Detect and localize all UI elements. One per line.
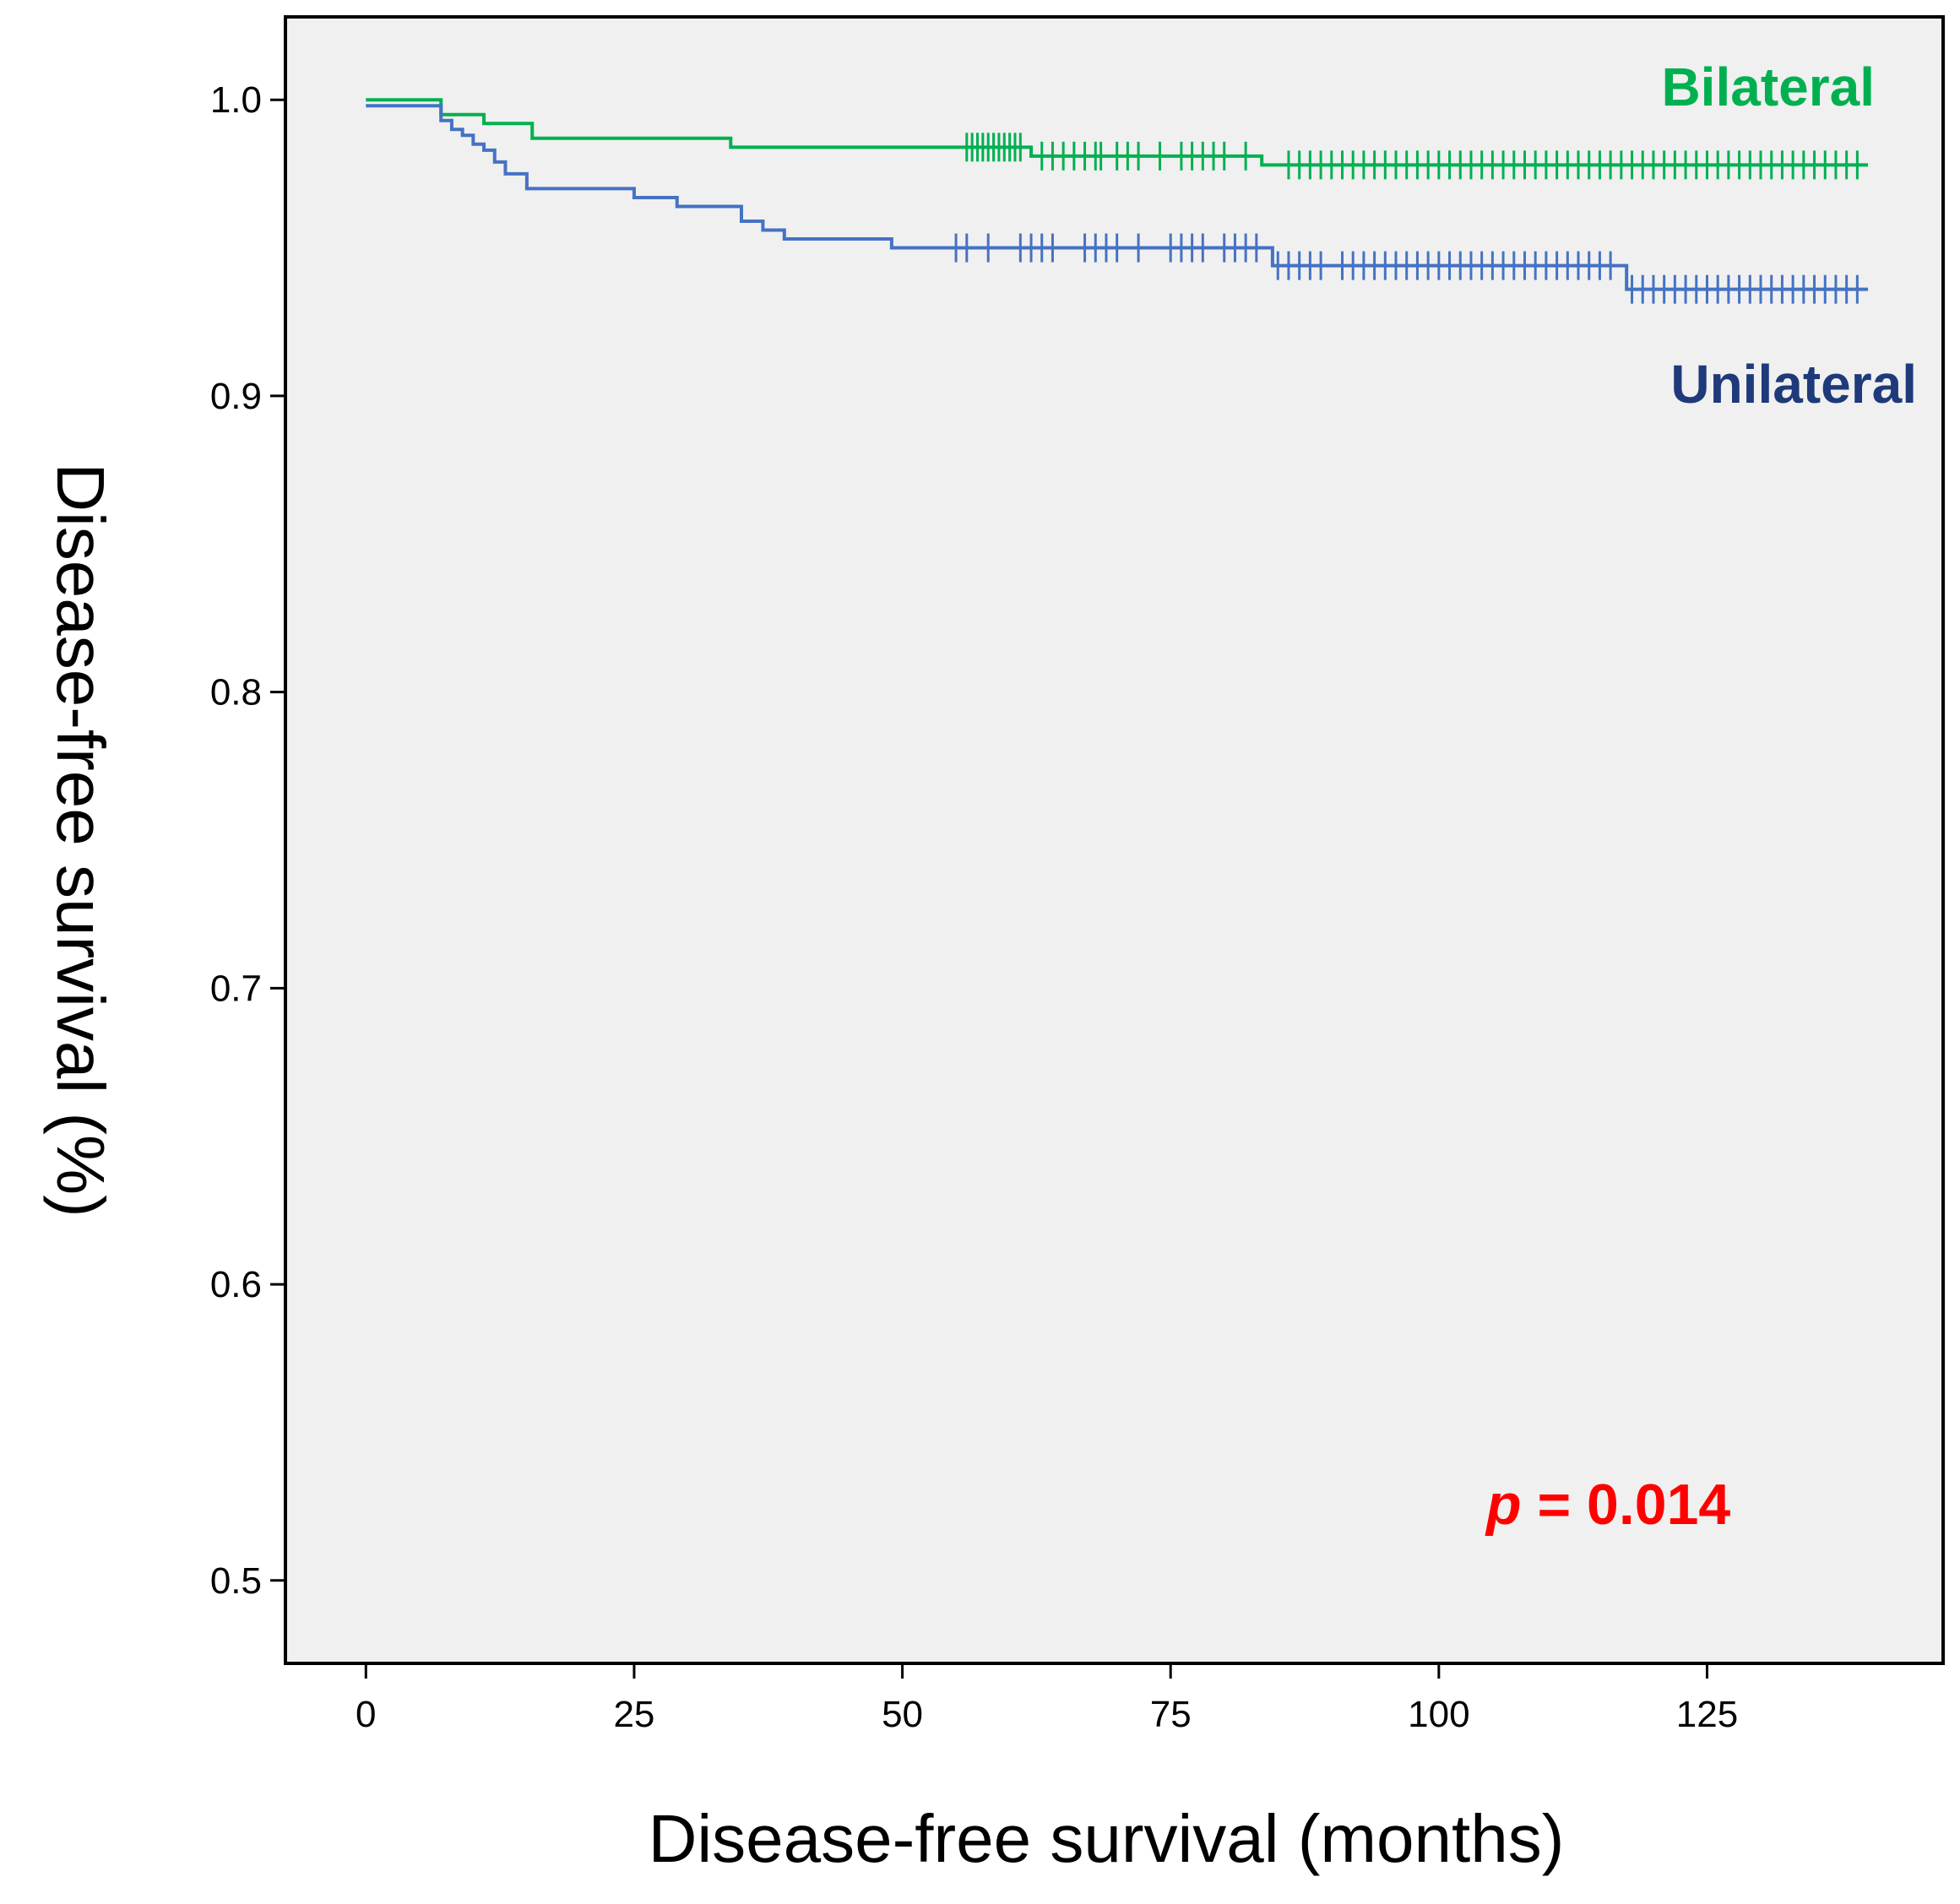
y-tick-label: 0.7 — [210, 968, 262, 1009]
x-tick-label: 25 — [613, 1694, 654, 1735]
y-tick-label: 0.6 — [210, 1264, 262, 1305]
x-tick-label: 50 — [882, 1694, 923, 1735]
series-label-unilateral: Unilateral — [1670, 354, 1917, 415]
x-tick-label: 0 — [356, 1694, 376, 1735]
y-tick-label: 0.5 — [210, 1560, 262, 1602]
series-bilateral — [366, 98, 1869, 180]
survival-curve-unilateral — [366, 104, 1869, 291]
p-symbol: p — [1485, 1473, 1522, 1537]
y-axis: 0.5 0.6 0.7 0.8 0.9 1.0 — [210, 79, 285, 1602]
p-value-text: = 0.014 — [1522, 1473, 1731, 1537]
plot-area — [284, 15, 1945, 1665]
x-axis-title: Disease-free survival (months) — [649, 1801, 1565, 1876]
x-tick-label: 75 — [1150, 1694, 1192, 1735]
x-axis: 0 25 50 75 100 125 — [356, 1663, 1738, 1735]
y-axis-title: Disease-free survival (%) — [43, 463, 118, 1218]
series-unilateral — [366, 104, 1869, 304]
p-value-annotation: p = 0.014 — [1485, 1473, 1730, 1537]
y-tick-label: 0.8 — [210, 672, 262, 713]
y-tick-label: 0.9 — [210, 376, 262, 417]
series-label-bilateral: Bilateral — [1661, 57, 1875, 117]
x-tick-label: 100 — [1408, 1694, 1469, 1735]
y-tick-label: 1.0 — [210, 79, 262, 121]
x-tick-label: 125 — [1676, 1694, 1738, 1735]
series-layer — [366, 98, 1869, 304]
